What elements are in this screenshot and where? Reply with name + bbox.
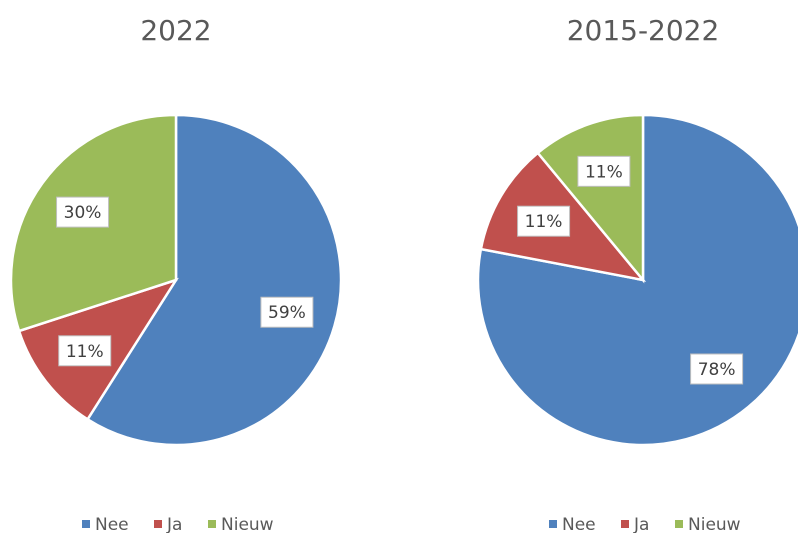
label-box (690, 353, 744, 385)
legend-label: Ja (633, 515, 649, 533)
legend-swatch (549, 520, 557, 528)
label-text: 59% (268, 303, 306, 323)
label-box (577, 155, 631, 187)
data-label: 11% (577, 155, 631, 187)
label-box (56, 196, 110, 228)
legend-label: Nee (95, 515, 129, 533)
legend-label: Nee (562, 515, 596, 533)
label-box (58, 335, 112, 367)
label-box (260, 296, 314, 328)
legend-label: Ja (166, 515, 182, 533)
label-text: 30% (64, 203, 102, 223)
label-box (517, 205, 571, 237)
chart-title: 2015-2022 (567, 14, 720, 47)
chart-title: 2022 (140, 14, 211, 47)
label-text: 11% (66, 342, 104, 362)
legend-swatch (675, 520, 683, 528)
data-label: 30% (56, 196, 110, 228)
legend-swatch (208, 520, 216, 528)
label-text: 11% (525, 212, 563, 232)
legend-swatch (82, 520, 90, 528)
label-text: 11% (585, 162, 623, 182)
data-label: 78% (690, 353, 744, 385)
pie-slice (85, 113, 343, 447)
data-label: 11% (517, 205, 571, 237)
legend-label: Nieuw (221, 515, 274, 533)
legend-swatch (621, 520, 629, 528)
data-label: 59% (260, 296, 314, 328)
legend-swatch (154, 520, 162, 528)
label-text: 78% (698, 360, 736, 380)
data-label: 11% (58, 335, 112, 367)
legend-label: Nieuw (688, 515, 741, 533)
